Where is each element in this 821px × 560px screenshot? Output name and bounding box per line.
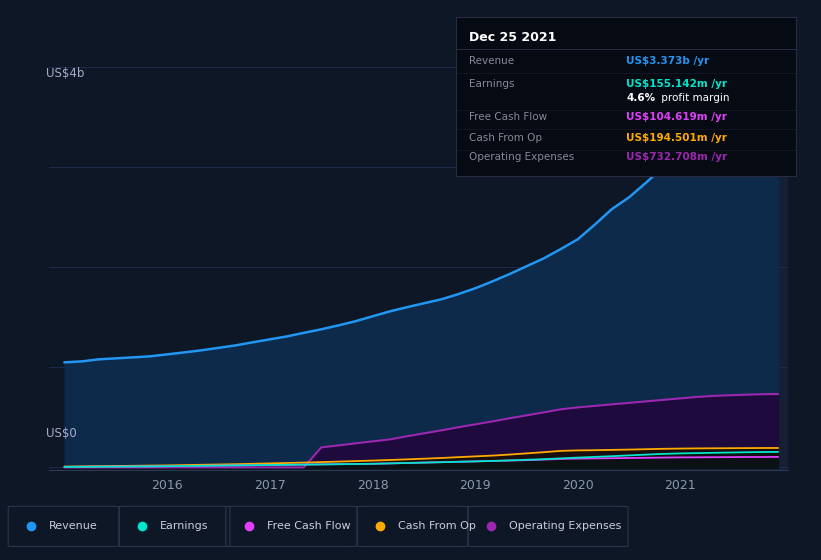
- Text: US$732.708m /yr: US$732.708m /yr: [626, 152, 727, 162]
- Text: US$0: US$0: [46, 427, 76, 440]
- Text: US$194.501m /yr: US$194.501m /yr: [626, 133, 727, 143]
- Text: Operating Expenses: Operating Expenses: [509, 521, 621, 531]
- Text: Free Cash Flow: Free Cash Flow: [267, 521, 351, 531]
- Text: US$104.619m /yr: US$104.619m /yr: [626, 113, 727, 122]
- Text: Cash From Op: Cash From Op: [470, 133, 543, 143]
- Text: US$3.373b /yr: US$3.373b /yr: [626, 57, 709, 67]
- Text: Earnings: Earnings: [160, 521, 209, 531]
- Text: 4.6%: 4.6%: [626, 93, 655, 103]
- Text: Cash From Op: Cash From Op: [398, 521, 476, 531]
- Text: Revenue: Revenue: [470, 57, 515, 67]
- Text: Revenue: Revenue: [49, 521, 98, 531]
- Text: Earnings: Earnings: [470, 79, 515, 89]
- Text: Dec 25 2021: Dec 25 2021: [470, 31, 557, 44]
- Text: Free Cash Flow: Free Cash Flow: [470, 113, 548, 122]
- Bar: [681, 67, 793, 470]
- Text: profit margin: profit margin: [658, 93, 730, 103]
- Text: US$155.142m /yr: US$155.142m /yr: [626, 79, 727, 89]
- Text: US$4b: US$4b: [46, 67, 84, 80]
- Text: Operating Expenses: Operating Expenses: [470, 152, 575, 162]
